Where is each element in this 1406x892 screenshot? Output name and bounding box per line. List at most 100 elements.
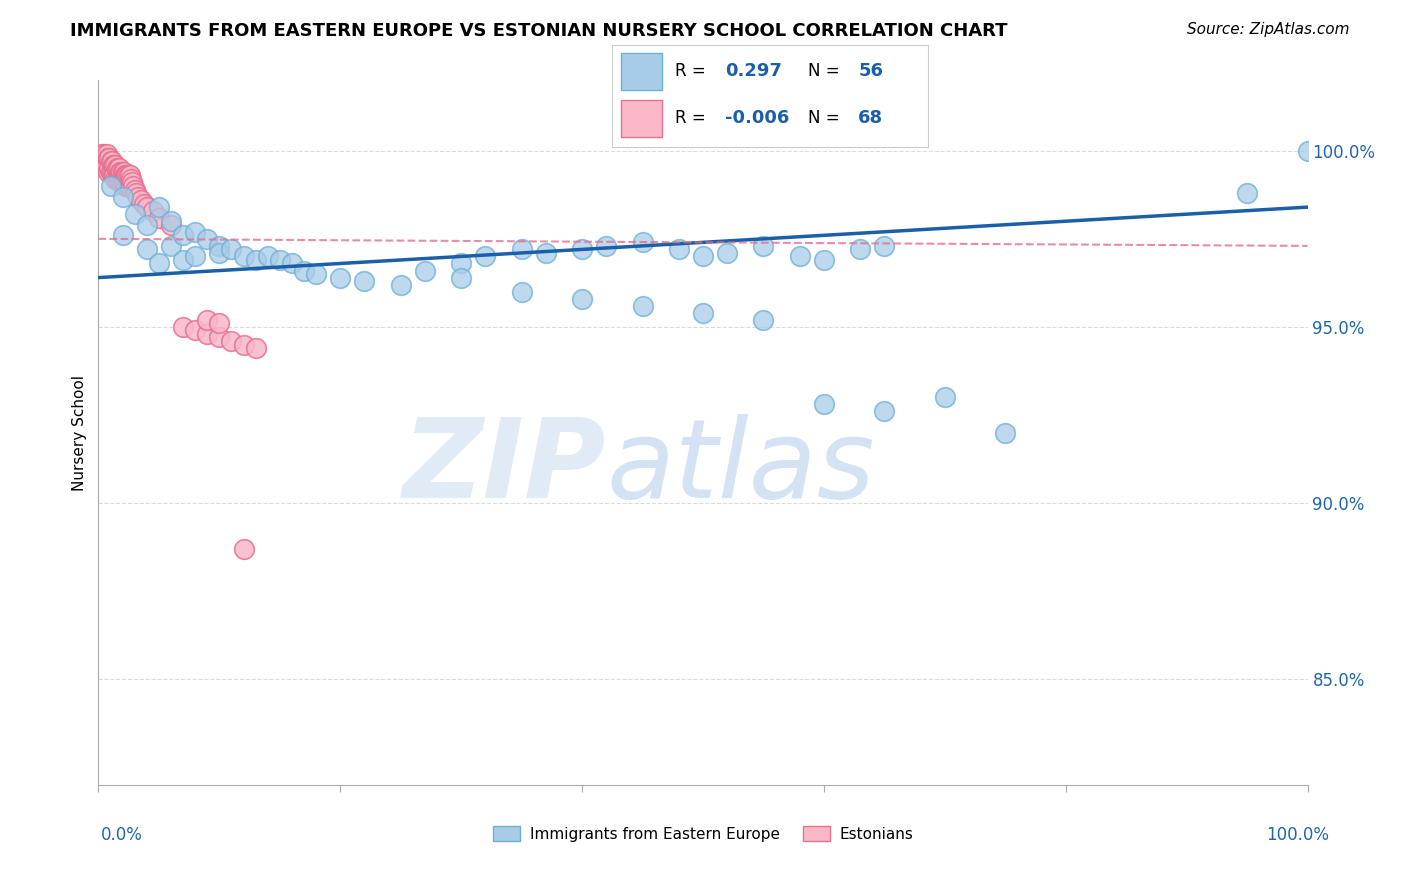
Point (148, 200, 170, 214)
Point (668, 243, 690, 257)
Point (100, 178, 122, 193)
Point (104, 172, 127, 186)
Point (873, 404, 896, 418)
Point (97, 165, 120, 179)
Point (208, 246, 231, 260)
Point (135, 200, 157, 214)
Legend: Immigrants from Eastern Europe, Estonians: Immigrants from Eastern Europe, Estonian… (486, 820, 920, 847)
Point (112, 176, 135, 190)
Point (160, 218, 183, 232)
Point (115, 169, 138, 183)
Text: IMMIGRANTS FROM EASTERN EUROPE VS ESTONIAN NURSERY SCHOOL CORRELATION CHART: IMMIGRANTS FROM EASTERN EUROPE VS ESTONI… (70, 22, 1008, 40)
Text: N =: N = (808, 110, 845, 128)
Text: atlas: atlas (606, 415, 875, 521)
Point (100, 165, 122, 179)
Point (329, 270, 352, 285)
Point (221, 334, 243, 348)
Point (122, 178, 145, 193)
Point (813, 252, 835, 267)
Point (172, 228, 194, 243)
Point (692, 249, 714, 263)
Point (450, 256, 472, 270)
Point (692, 306, 714, 320)
Point (93, 158, 115, 172)
Point (96, 147, 118, 161)
Point (292, 263, 315, 277)
Point (232, 337, 254, 351)
Point (195, 326, 218, 341)
Point (232, 249, 254, 263)
Point (108, 176, 131, 190)
Point (110, 165, 132, 179)
Point (94, 151, 117, 165)
Point (172, 252, 194, 267)
Point (631, 299, 654, 313)
Point (108, 161, 131, 176)
Point (134, 196, 156, 211)
Point (114, 169, 136, 183)
Point (232, 541, 254, 556)
Text: Source: ZipAtlas.com: Source: ZipAtlas.com (1187, 22, 1350, 37)
Point (135, 218, 157, 232)
Text: 56: 56 (858, 62, 883, 80)
Text: -0.006: -0.006 (725, 110, 790, 128)
Point (208, 239, 231, 253)
Text: R =: R = (675, 110, 711, 128)
Point (94, 161, 117, 176)
Point (474, 249, 496, 263)
Text: 68: 68 (858, 110, 883, 128)
Point (221, 243, 243, 257)
Point (789, 249, 811, 263)
Point (129, 193, 152, 207)
Point (112, 165, 135, 179)
Point (142, 203, 165, 218)
Text: N =: N = (808, 62, 845, 80)
Point (111, 228, 134, 243)
Point (305, 267, 328, 281)
Point (93, 147, 115, 161)
Point (195, 313, 218, 327)
Text: 0.0%: 0.0% (101, 826, 143, 844)
Point (121, 176, 143, 190)
Point (994, 425, 1017, 440)
Point (127, 189, 149, 203)
Point (118, 169, 141, 183)
Text: R =: R = (675, 62, 711, 80)
Point (125, 186, 148, 200)
Point (510, 285, 533, 299)
Point (107, 161, 129, 176)
Point (100, 165, 122, 179)
Point (96, 158, 118, 172)
Point (91, 147, 114, 161)
Text: 0.297: 0.297 (725, 62, 782, 80)
Point (118, 178, 141, 193)
Point (148, 256, 170, 270)
Point (117, 169, 139, 183)
Point (118, 169, 141, 183)
Point (98, 161, 121, 176)
Point (195, 232, 218, 246)
Point (148, 211, 170, 225)
Text: 100.0%: 100.0% (1265, 826, 1329, 844)
Point (184, 323, 207, 337)
Point (269, 252, 291, 267)
Point (245, 341, 267, 355)
Point (184, 225, 207, 239)
Point (97, 151, 120, 165)
Y-axis label: Nursery School: Nursery School (72, 375, 87, 491)
Point (111, 176, 134, 190)
Point (873, 239, 896, 253)
Point (534, 246, 557, 260)
Point (114, 178, 136, 193)
Point (124, 207, 146, 221)
Point (108, 172, 131, 186)
Point (101, 169, 124, 183)
Point (100, 154, 122, 169)
Point (91, 154, 114, 169)
Point (124, 182, 146, 196)
Point (108, 165, 131, 179)
Point (208, 317, 231, 331)
Point (103, 158, 125, 172)
Point (1236, 186, 1258, 200)
Point (101, 158, 124, 172)
